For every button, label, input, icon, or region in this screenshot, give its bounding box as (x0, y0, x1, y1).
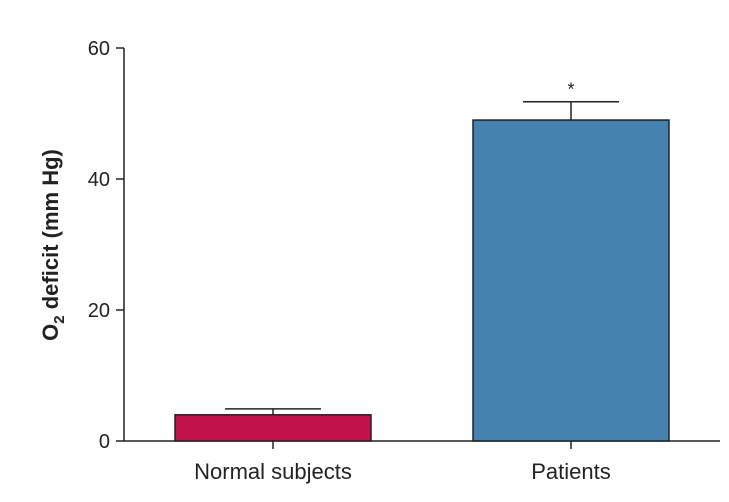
y-tick-label: 40 (88, 169, 110, 191)
bar-patients (472, 119, 670, 442)
bar-normal-subjects (174, 414, 372, 442)
y-tick-label: 60 (88, 38, 110, 60)
y-axis-title: O2 deficit (mm Hg) (38, 149, 68, 341)
significance-marker: * (567, 80, 574, 100)
x-category-label: Normal subjects (194, 459, 352, 484)
y-axis-title-rest: deficit (mm Hg) (38, 149, 63, 315)
x-category-label: Patients (531, 459, 611, 484)
y-tick-label: 0 (99, 431, 110, 453)
y-axis-title-main: O (38, 324, 63, 341)
y-tick-label: 20 (88, 300, 110, 322)
plot-area: 0 20 40 60 Normal subjects * Patients (88, 38, 720, 484)
y-axis-title-subscript: 2 (51, 315, 68, 323)
